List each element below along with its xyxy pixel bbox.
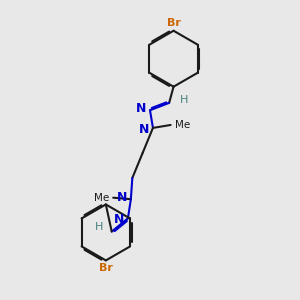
Text: N: N xyxy=(117,191,127,204)
Text: N: N xyxy=(139,123,149,136)
Text: Br: Br xyxy=(99,263,113,273)
Text: H: H xyxy=(179,95,188,105)
Text: Br: Br xyxy=(167,18,181,28)
Text: Me: Me xyxy=(175,120,190,130)
Text: Me: Me xyxy=(94,193,109,203)
Text: N: N xyxy=(136,102,146,115)
Text: H: H xyxy=(94,222,103,232)
Text: N: N xyxy=(114,213,124,226)
